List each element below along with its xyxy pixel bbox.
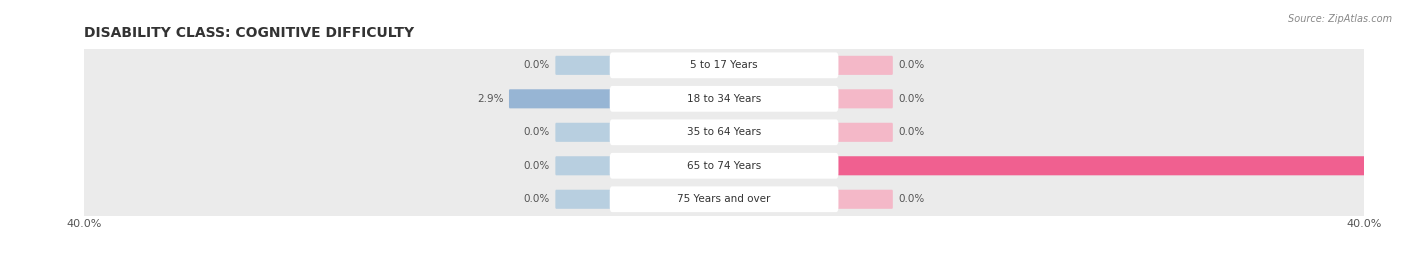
Text: DISABILITY CLASS: COGNITIVE DIFFICULTY: DISABILITY CLASS: COGNITIVE DIFFICULTY: [84, 26, 415, 40]
Text: 0.0%: 0.0%: [523, 161, 550, 171]
FancyBboxPatch shape: [509, 89, 613, 108]
Text: 0.0%: 0.0%: [523, 127, 550, 137]
FancyBboxPatch shape: [835, 156, 1406, 175]
FancyBboxPatch shape: [555, 123, 613, 142]
Text: 75 Years and over: 75 Years and over: [678, 194, 770, 204]
Text: 18 to 34 Years: 18 to 34 Years: [688, 94, 761, 104]
Text: 2.9%: 2.9%: [477, 94, 503, 104]
FancyBboxPatch shape: [83, 179, 1365, 220]
FancyBboxPatch shape: [835, 89, 893, 108]
FancyBboxPatch shape: [83, 79, 1365, 119]
Text: 5 to 17 Years: 5 to 17 Years: [690, 60, 758, 70]
FancyBboxPatch shape: [610, 186, 838, 212]
Text: 65 to 74 Years: 65 to 74 Years: [688, 161, 761, 171]
Text: 0.0%: 0.0%: [523, 194, 550, 204]
FancyBboxPatch shape: [555, 156, 613, 175]
FancyBboxPatch shape: [835, 190, 893, 209]
FancyBboxPatch shape: [610, 153, 838, 179]
FancyBboxPatch shape: [83, 112, 1365, 153]
FancyBboxPatch shape: [610, 86, 838, 112]
Text: 0.0%: 0.0%: [898, 60, 925, 70]
FancyBboxPatch shape: [555, 190, 613, 209]
Text: 0.0%: 0.0%: [898, 94, 925, 104]
FancyBboxPatch shape: [610, 52, 838, 78]
FancyBboxPatch shape: [555, 56, 613, 75]
Text: 35 to 64 Years: 35 to 64 Years: [688, 127, 761, 137]
Text: Source: ZipAtlas.com: Source: ZipAtlas.com: [1288, 14, 1392, 23]
Text: 0.0%: 0.0%: [898, 194, 925, 204]
FancyBboxPatch shape: [83, 146, 1365, 186]
Text: 0.0%: 0.0%: [523, 60, 550, 70]
Text: 0.0%: 0.0%: [898, 127, 925, 137]
FancyBboxPatch shape: [83, 45, 1365, 86]
FancyBboxPatch shape: [610, 119, 838, 145]
FancyBboxPatch shape: [835, 123, 893, 142]
FancyBboxPatch shape: [835, 56, 893, 75]
